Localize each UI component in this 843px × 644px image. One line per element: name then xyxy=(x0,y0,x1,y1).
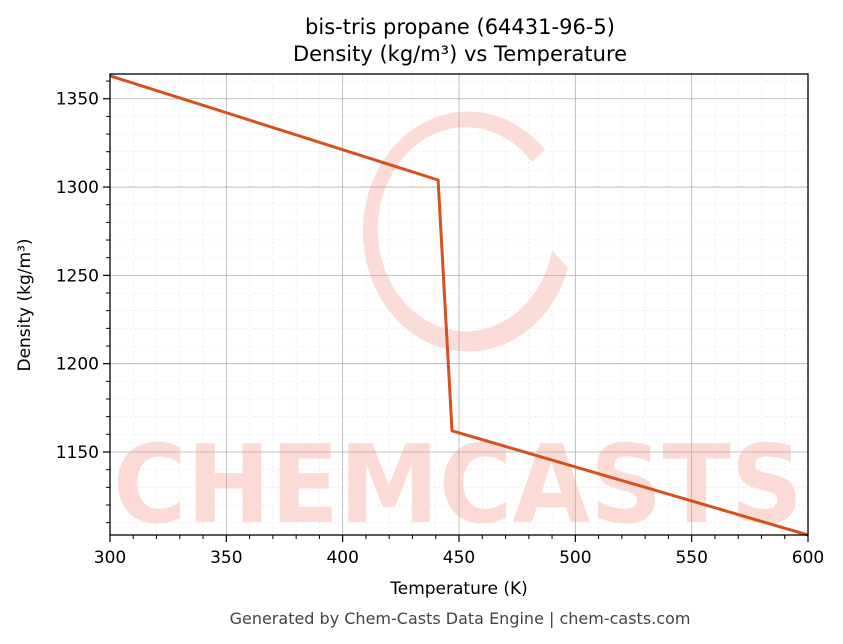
density-line xyxy=(109,74,809,537)
footer-credit: Generated by Chem-Casts Data Engine | ch… xyxy=(230,609,691,628)
watermark: CHEMCASTS xyxy=(113,111,803,548)
chart-subtitle: Density (kg/m³) vs Temperature xyxy=(293,42,627,66)
x-tick-label: 400 xyxy=(326,548,358,568)
watermark-logo-arc xyxy=(362,111,568,352)
x-tick-label: 450 xyxy=(443,548,475,568)
y-tick-label: 1300 xyxy=(56,178,99,198)
y-tick-label: 1350 xyxy=(56,90,99,110)
x-tick-label: 300 xyxy=(94,548,126,568)
x-tick-label: 500 xyxy=(559,548,591,568)
y-axis-label: Density (kg/m³) xyxy=(15,238,35,371)
y-axis: 1150 1200 1250 1300 1350 xyxy=(56,80,110,524)
y-tick-label: 1150 xyxy=(56,443,99,463)
x-tick-label: 550 xyxy=(675,548,707,568)
y-tick-label: 1200 xyxy=(56,355,99,375)
series-layer xyxy=(109,74,809,537)
x-axis: 300 350 400 450 500 550 600 xyxy=(94,535,824,568)
x-tick-label: 350 xyxy=(210,548,242,568)
y-tick-label: 1250 xyxy=(56,266,99,286)
x-tick-label: 600 xyxy=(792,548,824,568)
chart-title: bis-tris propane (64431-96-5) xyxy=(305,15,615,39)
x-axis-label: Temperature (K) xyxy=(389,579,528,599)
watermark-text: CHEMCASTS xyxy=(113,423,803,548)
